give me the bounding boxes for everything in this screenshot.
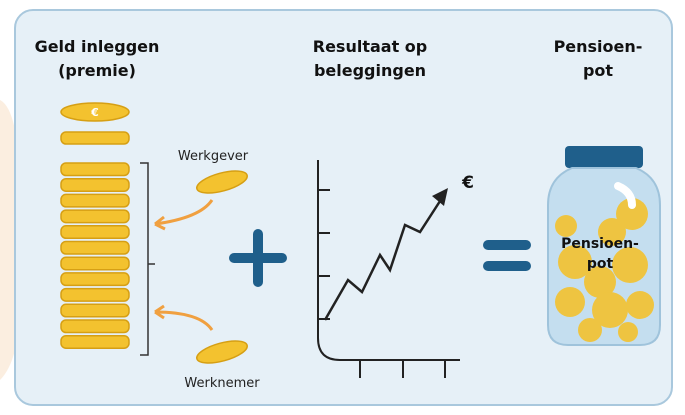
coin-symbol: € — [90, 106, 99, 119]
equals-bar — [483, 261, 531, 271]
coin — [61, 226, 129, 239]
coin — [61, 242, 129, 255]
coin — [61, 336, 129, 349]
jar-label: Pensioen- — [561, 236, 639, 252]
coin — [61, 257, 129, 270]
contributor-label: Werknemer — [184, 376, 260, 391]
coin — [61, 163, 129, 176]
graph-label: € — [461, 173, 474, 193]
coin — [61, 304, 129, 317]
coin — [61, 289, 129, 302]
equals-bar — [483, 240, 531, 250]
column-title: Geld inleggen — [35, 37, 160, 56]
column-title: pot — [583, 61, 613, 80]
infographic: Geld inleggen (premie) Resultaat op bele… — [0, 0, 685, 415]
coin — [61, 273, 129, 286]
jar-label: pot — [587, 256, 614, 272]
coin — [61, 210, 129, 223]
coin — [61, 132, 129, 144]
coin — [61, 320, 129, 333]
coin — [61, 194, 129, 207]
coin-stack: € — [61, 103, 129, 348]
column-title: Pensioen- — [554, 37, 643, 56]
jar-lid — [565, 146, 643, 168]
coin — [61, 179, 129, 192]
column-title: (premie) — [58, 61, 136, 80]
column-title: beleggingen — [314, 61, 426, 80]
column-title: Resultaat op — [313, 37, 427, 56]
contributor-label: Werkgever — [178, 149, 249, 164]
